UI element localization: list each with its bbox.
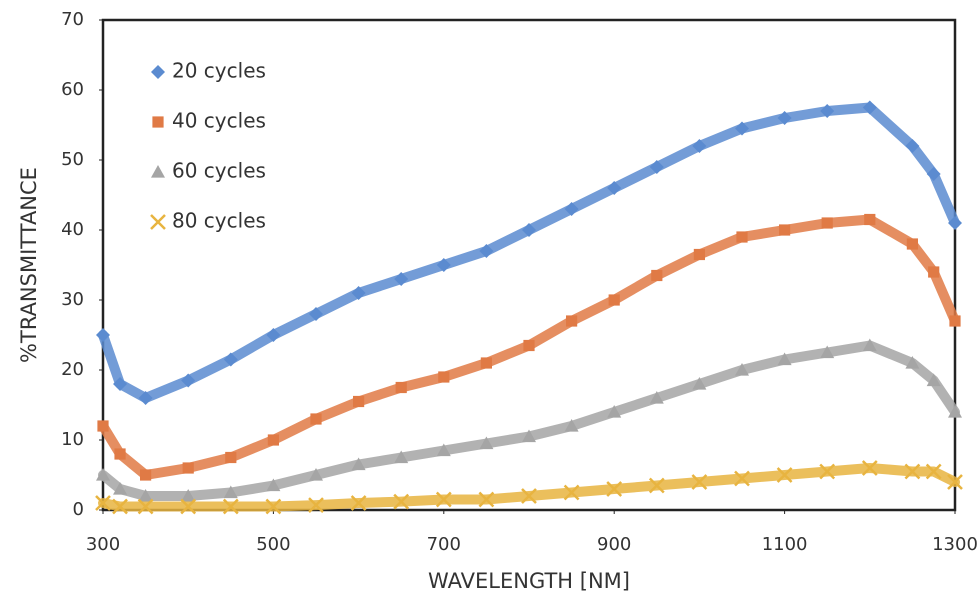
marker xyxy=(97,420,108,431)
legend-marker xyxy=(151,165,165,178)
marker xyxy=(310,413,321,424)
x-tick-label: 900 xyxy=(597,534,631,555)
y-tick-label: 50 xyxy=(61,149,84,170)
y-tick-label: 0 xyxy=(73,499,84,520)
marker xyxy=(928,266,939,277)
y-tick-label: 60 xyxy=(61,79,84,100)
x-tick-label: 1300 xyxy=(932,534,978,555)
marker xyxy=(225,452,236,463)
x-axis-title: WAVELENGTH [NM] xyxy=(428,569,630,593)
marker xyxy=(651,270,662,281)
x-tick-label: 700 xyxy=(427,534,461,555)
legend-item: 60 cycles xyxy=(151,159,266,183)
y-tick-label: 40 xyxy=(61,219,84,240)
series xyxy=(96,101,962,406)
legend-item: 40 cycles xyxy=(152,109,266,133)
marker xyxy=(140,469,151,480)
legend-marker xyxy=(151,215,165,229)
marker xyxy=(114,448,125,459)
marker xyxy=(694,249,705,260)
marker xyxy=(822,217,833,228)
y-tick-label: 20 xyxy=(61,359,84,380)
x-tick-label: 300 xyxy=(86,534,120,555)
marker xyxy=(438,371,449,382)
marker xyxy=(736,231,747,242)
x-tick-label: 1100 xyxy=(762,534,808,555)
marker xyxy=(566,315,577,326)
marker xyxy=(907,238,918,249)
legend-label: 60 cycles xyxy=(172,159,266,183)
marker xyxy=(396,382,407,393)
legend-marker xyxy=(151,65,165,79)
legend-marker xyxy=(152,116,163,127)
marker xyxy=(523,340,534,351)
series xyxy=(96,461,962,514)
legend-label: 80 cycles xyxy=(172,209,266,233)
y-tick-label: 70 xyxy=(61,9,84,30)
legend-label: 40 cycles xyxy=(172,109,266,133)
legend-item: 20 cycles xyxy=(151,59,266,83)
y-tick-label: 10 xyxy=(61,429,84,450)
chart: WAVELENGTH [NM] %TRANSMITTANCE 0 10 20 30 40… xyxy=(0,0,979,594)
marker xyxy=(268,434,279,445)
marker xyxy=(864,214,875,225)
y-axis-title: %TRANSMITTANCE xyxy=(17,167,41,363)
marker xyxy=(609,294,620,305)
marker xyxy=(353,396,364,407)
x-tick-label: 500 xyxy=(256,534,290,555)
marker xyxy=(481,357,492,368)
marker xyxy=(949,315,960,326)
legend-label: 20 cycles xyxy=(172,59,266,83)
marker xyxy=(779,224,790,235)
marker xyxy=(183,462,194,473)
legend-item: 80 cycles xyxy=(151,209,266,233)
y-tick-label: 30 xyxy=(61,289,84,310)
